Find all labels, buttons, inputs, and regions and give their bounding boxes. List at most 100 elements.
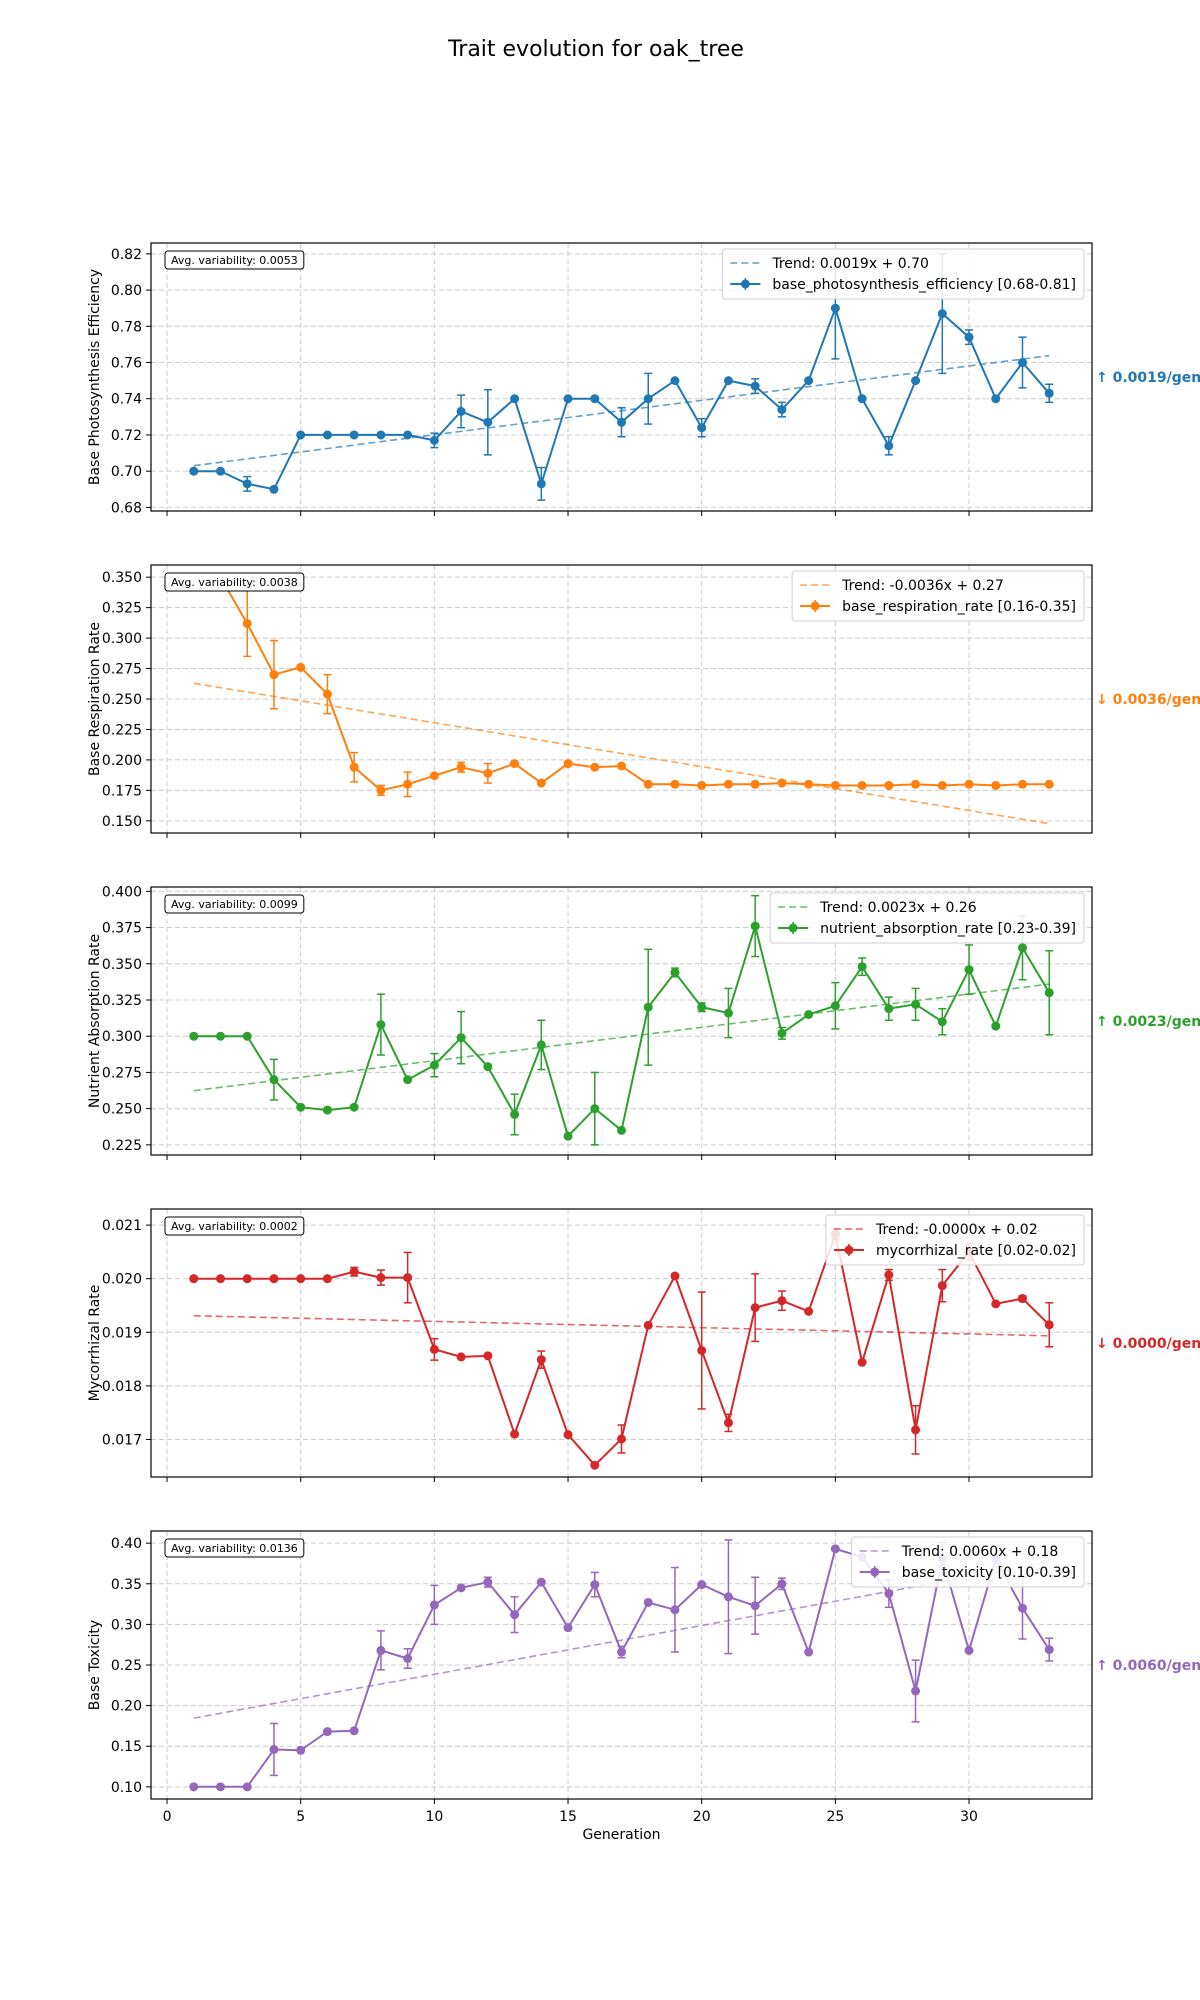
data-point [536, 1040, 546, 1050]
data-point [403, 1654, 413, 1664]
y-tick-label: 0.10 [111, 1780, 142, 1796]
y-tick-label: 0.018 [102, 1379, 142, 1395]
x-tick-label: 5 [296, 1809, 305, 1825]
data-point [322, 1727, 332, 1737]
data-point [456, 1583, 466, 1593]
data-point [269, 1274, 279, 1284]
y-tick-label: 0.20 [111, 1699, 142, 1715]
data-point [830, 1001, 840, 1011]
data-point [510, 1109, 520, 1119]
data-point [723, 376, 733, 386]
data-point [590, 1580, 600, 1590]
variability-label: Avg. variability: 0.0099 [171, 898, 298, 911]
rate-annotation: ↑ 0.0060/gen [1096, 1658, 1200, 1674]
x-tick-label: 10 [425, 1809, 443, 1825]
plot-frame [150, 242, 1093, 512]
plot-frame [150, 886, 1093, 1156]
data-point [991, 1299, 1001, 1309]
data-point [590, 394, 600, 404]
y-tick-label: 0.375 [102, 921, 142, 937]
data-point [376, 785, 386, 795]
variability-box [164, 894, 305, 914]
variability-annotation: Avg. variability: 0.0002 [164, 1216, 305, 1236]
legend-trend-label: Trend: 0.0023x + 0.26 [819, 900, 977, 916]
data-point [296, 662, 306, 672]
y-tick-label: 0.25 [111, 1658, 142, 1674]
variability-label: Avg. variability: 0.0002 [171, 1220, 298, 1233]
y-axis-label: Base Photosynthesis Efficiency [87, 269, 103, 485]
data-point [804, 1306, 814, 1316]
data-point [242, 1274, 252, 1284]
variability-annotation: Avg. variability: 0.0038 [164, 572, 305, 592]
data-point [1017, 1294, 1027, 1304]
data-point [429, 435, 439, 445]
legend-marker-swatch [740, 279, 750, 289]
y-axis: 0.68 0.70 0.72 0.74 0.76 0.78 0.80 0.82 [111, 247, 151, 516]
y-tick-label: 0.021 [102, 1218, 142, 1234]
data-point [189, 1782, 199, 1792]
data-point [483, 1577, 493, 1587]
data-point [617, 1647, 626, 1657]
data-point [991, 780, 1001, 790]
data-point [349, 430, 359, 440]
x-axis [166, 1155, 970, 1160]
data-point [269, 484, 279, 494]
rate-annotation: ↓ 0.0036/gen [1096, 692, 1200, 708]
data-point [376, 430, 386, 440]
legend: Trend: 0.0060x + 0.18 base_toxicity [0.10… [851, 1536, 1085, 1588]
y-tick-label: 0.325 [102, 993, 142, 1009]
legend: Trend: -0.0036x + 0.27 base_respiration_r… [791, 570, 1085, 622]
data-point [510, 1610, 520, 1620]
y-tick-label: 0.30 [111, 1617, 142, 1633]
x-tick-label: 30 [960, 1809, 978, 1825]
data-point [376, 1273, 386, 1283]
data-point [911, 376, 921, 386]
data-point [296, 1274, 306, 1284]
data-point [376, 1020, 386, 1030]
x-tick-label: 15 [559, 1809, 577, 1825]
y-tick-label: 0.275 [102, 1065, 142, 1081]
legend-trend-label: Trend: -0.0000x + 0.02 [875, 1222, 1038, 1238]
data-point [884, 1589, 894, 1599]
data-point [536, 778, 546, 788]
legend-marker-swatch [788, 923, 798, 933]
data-point [242, 479, 252, 489]
data-point [964, 332, 974, 342]
y-tick-label: 0.225 [102, 1138, 142, 1154]
legend-box [791, 570, 1085, 622]
data-point [483, 1062, 493, 1072]
data-point [617, 1125, 626, 1135]
legend-marker-swatch [870, 1567, 880, 1577]
data-point [429, 1600, 439, 1610]
data-point [322, 689, 332, 699]
data-point [804, 376, 814, 386]
data-point [1017, 1603, 1027, 1613]
data-point [643, 1002, 653, 1012]
data-point [269, 1075, 279, 1085]
panel-nutrient_absorption_rate: 0.225 0.250 0.275 0.300 0.325 0.350 0.375 0.400… [87, 884, 1200, 1160]
data-point [857, 1357, 867, 1367]
data-point [1017, 943, 1027, 953]
y-tick-label: 0.275 [102, 662, 142, 678]
data-point [804, 779, 814, 789]
data-point [670, 1271, 680, 1281]
data-point [536, 1355, 546, 1365]
legend: Trend: 0.0019x + 0.70 base_photosynthesis… [721, 248, 1085, 300]
data-points [189, 303, 1054, 494]
y-tick-label: 0.225 [102, 722, 142, 738]
data-point [911, 1425, 921, 1435]
data-point [590, 1460, 600, 1470]
trend-line [193, 1314, 1050, 1337]
data-point [242, 1031, 252, 1041]
data-point [403, 430, 413, 440]
data-point [723, 1418, 733, 1428]
rate-annotation: ↓ 0.0000/gen [1096, 1336, 1200, 1352]
data-point [697, 1346, 707, 1356]
data-point [937, 309, 947, 319]
data-point [456, 762, 466, 772]
data-point [1044, 1320, 1054, 1330]
legend-series-label: base_toxicity [0.10-0.39] [902, 1565, 1076, 1581]
data-point [964, 965, 974, 975]
data-point [804, 1009, 814, 1019]
data-point [322, 430, 332, 440]
